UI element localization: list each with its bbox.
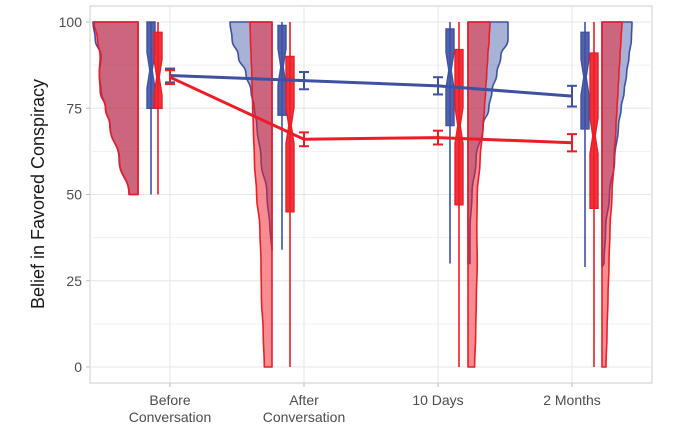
red-group-violin — [467, 21, 491, 368]
red-group-box — [153, 31, 163, 109]
blue-group-box — [277, 24, 287, 116]
y-axis-title: Belief in Favored Conspiracy — [28, 79, 48, 309]
x-tick-label-line2: Conversation — [263, 409, 346, 425]
y-tick-label: 50 — [66, 187, 82, 203]
mean-lines — [165, 67, 577, 153]
red-group-violin — [601, 21, 623, 368]
x-tick-label: After — [289, 392, 319, 408]
boxplots — [146, 21, 599, 367]
y-tick-label: 0 — [74, 359, 82, 375]
y-tick-label: 75 — [66, 100, 82, 116]
y-tick-label: 100 — [59, 14, 83, 30]
violins — [92, 21, 633, 368]
x-tick-label: Before — [149, 392, 190, 408]
blue-group-box — [445, 28, 455, 127]
red-group-mean-line — [169, 75, 573, 145]
y-axis: 0 25 50 75 100 — [59, 14, 90, 375]
blue-group-mean-line — [169, 73, 573, 98]
y-tick-label: 25 — [66, 273, 82, 289]
x-tick-label-line2: Conversation — [129, 409, 212, 425]
blue-group-box — [580, 31, 590, 130]
red-group-violin — [93, 21, 139, 196]
red-group-box — [589, 52, 599, 209]
red-group-violin — [249, 21, 273, 368]
x-tick-label: 10 Days — [412, 392, 463, 408]
x-tick-label: 2 Months — [543, 392, 601, 408]
